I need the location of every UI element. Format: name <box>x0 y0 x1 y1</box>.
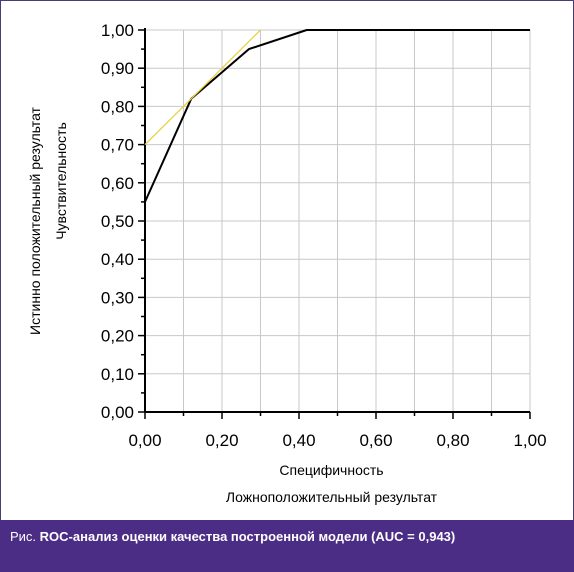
roc-curve-line <box>144 29 530 203</box>
y-axis-title-line: Чувствительность <box>53 122 69 240</box>
x-tick-label: 0,60 <box>359 431 392 450</box>
figure-caption: Рис. ROC-анализ оценки качества построен… <box>0 520 574 572</box>
y-tick-label: 1,00 <box>101 21 134 40</box>
reference-line <box>144 29 261 146</box>
y-tick-label: 0,30 <box>101 288 134 307</box>
y-tick-label: 0,90 <box>101 59 134 78</box>
y-tick-label: 0,70 <box>101 136 134 155</box>
y-tick-label: 0,50 <box>101 212 134 231</box>
roc-chart-svg: 0,00 0,10 0,20 0,30 0,40 0,50 0,60 0,70 0,80 0,90… <box>27 21 547 505</box>
y-tick-label: 0,00 <box>101 403 134 422</box>
y-axis-title-line: Истинно положительный результат <box>27 106 43 334</box>
tick-labels: 0,00 0,10 0,20 0,30 0,40 0,50 0,60 0,70 0,80 0,90… <box>101 21 547 450</box>
roc-chart: 0,00 0,10 0,20 0,30 0,40 0,50 0,60 0,70 0,80 0,90… <box>27 21 547 505</box>
x-tick-label: 0,80 <box>436 431 469 450</box>
tick-marks <box>138 29 531 419</box>
y-tick-label: 0,80 <box>101 97 134 116</box>
y-tick-label: 0,60 <box>101 174 134 193</box>
y-tick-label: 0,20 <box>101 327 134 346</box>
x-tick-label: 0,20 <box>205 431 238 450</box>
x-axis-title-line: Специфичность <box>279 462 383 478</box>
x-tick-label: 1,00 <box>513 431 546 450</box>
y-tick-label: 0,40 <box>101 250 134 269</box>
x-tick-label: 0,40 <box>282 431 315 450</box>
grid-lines <box>145 29 531 412</box>
caption-text: ROC-анализ оценки качества построенной м… <box>39 529 456 544</box>
axis-titles: Специфичность Ложноположительный результа… <box>27 106 438 505</box>
x-tick-label: 0,00 <box>128 431 161 450</box>
series-lines <box>144 29 530 412</box>
x-axis-title-line: Ложноположительный результат <box>226 489 438 505</box>
y-tick-label: 0,10 <box>101 365 134 384</box>
caption-prefix: Рис. <box>10 529 37 544</box>
